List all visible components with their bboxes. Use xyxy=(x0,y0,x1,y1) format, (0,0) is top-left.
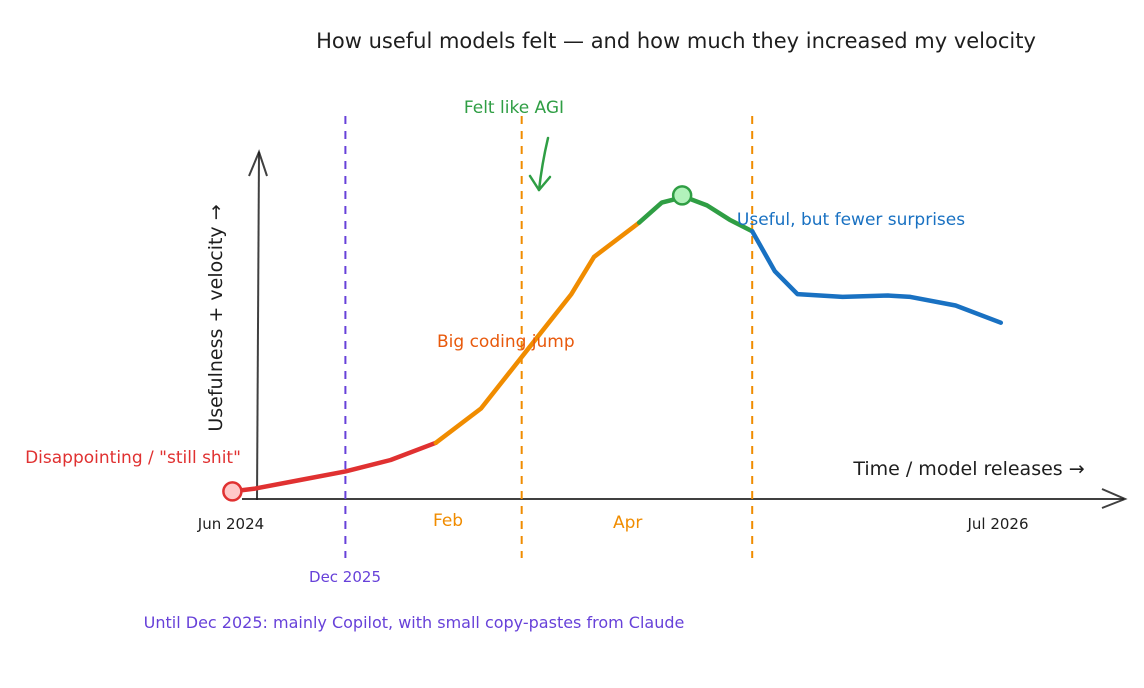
annotation-felt-like-agi: Felt like AGI xyxy=(464,98,564,118)
y-axis-arrowhead xyxy=(248,149,268,177)
axes xyxy=(242,149,1128,509)
agi-arrow-head xyxy=(528,174,552,192)
y-axis-line xyxy=(256,151,260,501)
series-line xyxy=(749,228,1004,325)
x-axis-label: Time / model releases → xyxy=(852,458,1084,480)
point-marker xyxy=(671,185,693,206)
x-tick-label: Jun 2024 xyxy=(197,515,264,533)
chart-title: How useful models felt — and how much th… xyxy=(316,29,1036,53)
annotation-disappointing: Disappointing / "still shit" xyxy=(25,448,241,468)
series-line xyxy=(433,220,642,446)
annotation-useful-fewer-surprises: Useful, but fewer surprises xyxy=(737,210,965,230)
footnote: Until Dec 2025: mainly Copilot, with sma… xyxy=(144,613,685,632)
series-group xyxy=(230,194,1004,494)
series-line xyxy=(636,194,755,234)
y-axis-label: Usefulness + velocity → xyxy=(205,204,227,431)
agi-arrow xyxy=(528,136,552,192)
x-tick-label: Dec 2025 xyxy=(309,568,381,586)
x-tick-label: Apr xyxy=(613,513,642,533)
x-axis-arrowhead xyxy=(1101,488,1128,509)
point-markers xyxy=(222,185,693,502)
x-tick-label: Feb xyxy=(433,511,463,531)
series-line xyxy=(230,440,439,494)
agi-arrow-shaft xyxy=(537,136,550,192)
annotation-big-coding-jump: Big coding jump xyxy=(437,332,575,352)
point-marker xyxy=(222,481,243,502)
x-tick-label: Jul 2026 xyxy=(966,515,1028,533)
